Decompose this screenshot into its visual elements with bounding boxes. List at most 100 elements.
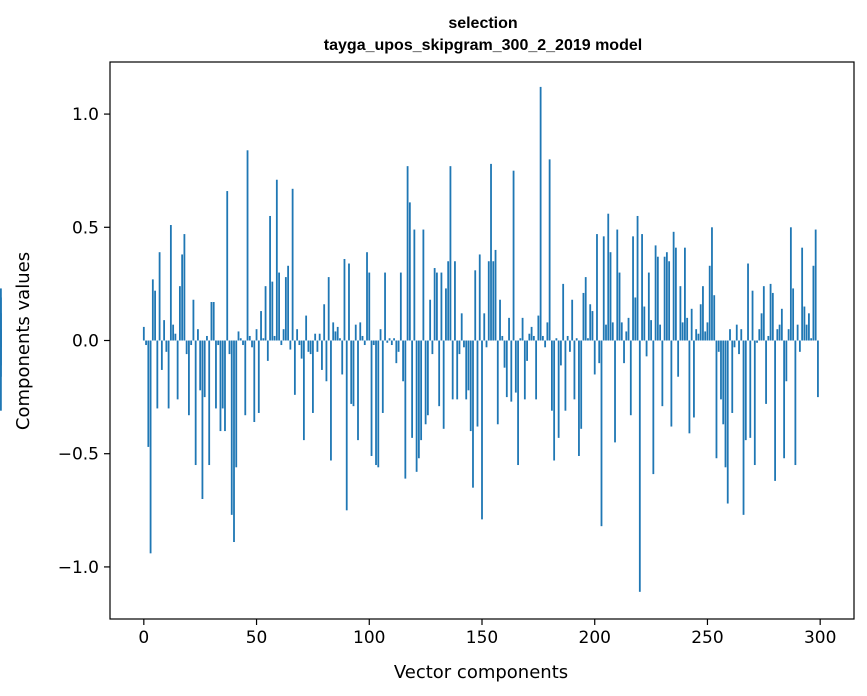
bar bbox=[505, 340, 508, 398]
bar bbox=[611, 322, 614, 341]
bar bbox=[388, 338, 391, 341]
bar bbox=[445, 288, 447, 341]
bar bbox=[614, 340, 616, 443]
bar bbox=[188, 340, 190, 416]
bar bbox=[442, 340, 445, 429]
bar bbox=[273, 335, 276, 341]
bar bbox=[463, 340, 465, 348]
bar bbox=[406, 166, 409, 341]
bar bbox=[208, 340, 211, 466]
bar bbox=[600, 340, 603, 527]
bar bbox=[239, 338, 242, 341]
bar bbox=[731, 340, 734, 413]
bar bbox=[553, 340, 556, 461]
bar bbox=[248, 335, 251, 341]
bar bbox=[278, 272, 280, 341]
x-axis: 0 50 100 150 200 250 300 bbox=[138, 619, 836, 648]
bar bbox=[291, 188, 294, 341]
bar bbox=[580, 340, 583, 429]
bar bbox=[598, 340, 601, 364]
bar bbox=[357, 340, 359, 441]
bar bbox=[684, 247, 686, 341]
bar bbox=[381, 340, 384, 413]
bar bbox=[393, 338, 395, 341]
bar bbox=[645, 340, 648, 357]
bar bbox=[593, 340, 596, 375]
bar bbox=[201, 340, 204, 499]
bar bbox=[379, 329, 382, 341]
bar bbox=[706, 322, 709, 341]
bar bbox=[494, 249, 497, 341]
bar bbox=[499, 299, 501, 341]
bar bbox=[339, 338, 341, 341]
bar bbox=[629, 340, 632, 416]
bar bbox=[219, 340, 222, 432]
bar bbox=[192, 299, 195, 341]
bar bbox=[474, 270, 477, 341]
bar bbox=[758, 329, 761, 341]
chart-subtitle: tayga_upos_skipgram_300_2_2019 model bbox=[324, 37, 642, 54]
bar bbox=[332, 322, 335, 341]
bar bbox=[246, 150, 249, 341]
bar bbox=[688, 340, 691, 434]
bar bbox=[384, 272, 386, 341]
bar bbox=[302, 340, 305, 441]
x-tick-label: 300 bbox=[804, 628, 836, 648]
bar bbox=[541, 335, 544, 341]
bar bbox=[749, 340, 752, 438]
bar bbox=[713, 295, 716, 341]
bar bbox=[501, 335, 504, 341]
bar bbox=[334, 331, 337, 341]
bar bbox=[539, 86, 542, 341]
bar bbox=[596, 234, 598, 341]
bar bbox=[776, 329, 779, 341]
bar bbox=[289, 340, 292, 350]
bar bbox=[587, 338, 589, 341]
bar bbox=[456, 340, 459, 400]
bar bbox=[156, 340, 159, 409]
y-tick-label: 0.5 bbox=[72, 218, 99, 238]
bar bbox=[690, 308, 693, 341]
bar bbox=[778, 324, 781, 341]
bar bbox=[408, 202, 411, 341]
bar bbox=[404, 340, 407, 479]
bar bbox=[160, 340, 163, 370]
x-axis-label: Vector components bbox=[394, 662, 568, 683]
bar-series bbox=[0, 86, 819, 592]
bar bbox=[720, 340, 722, 400]
bar bbox=[652, 340, 655, 475]
bar bbox=[397, 340, 400, 352]
bar bbox=[789, 227, 792, 341]
bar bbox=[0, 340, 2, 377]
bar bbox=[185, 340, 188, 355]
bar bbox=[154, 290, 156, 341]
bar bbox=[280, 340, 283, 346]
bar bbox=[787, 329, 790, 341]
bar bbox=[417, 340, 420, 459]
bar bbox=[808, 313, 810, 341]
bar bbox=[650, 320, 652, 341]
bar bbox=[605, 324, 607, 341]
x-tick-label: 250 bbox=[691, 628, 723, 648]
bar bbox=[677, 340, 680, 377]
bar bbox=[431, 340, 434, 355]
chart-title: selection bbox=[448, 15, 517, 32]
bar bbox=[638, 340, 641, 592]
bar bbox=[436, 272, 438, 341]
bar bbox=[532, 335, 535, 341]
bar bbox=[805, 324, 808, 341]
bar bbox=[726, 340, 729, 504]
bar bbox=[654, 245, 657, 341]
bar bbox=[460, 313, 463, 341]
bar bbox=[424, 340, 427, 425]
bar bbox=[321, 340, 323, 370]
bar bbox=[715, 340, 718, 459]
bar bbox=[253, 340, 256, 423]
bar bbox=[618, 272, 621, 341]
bar bbox=[670, 340, 673, 427]
bar bbox=[704, 331, 707, 341]
bar bbox=[785, 340, 788, 382]
bar bbox=[0, 313, 2, 341]
bar bbox=[753, 340, 756, 466]
bar bbox=[284, 277, 287, 341]
